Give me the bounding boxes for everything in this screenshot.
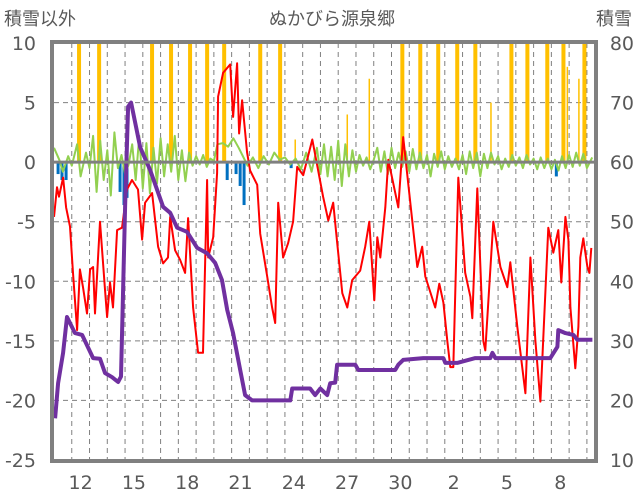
left-tick-label: 5 [24,93,36,115]
snowfall-bar [566,66,569,163]
bars [56,43,587,206]
snowfall-bar [578,78,580,163]
right-axis-title: 積雪 [596,9,632,30]
snowfall-bar [509,43,514,163]
x-tick-label: 27 [335,472,359,494]
right-tick-label: 40 [610,271,634,293]
snowfall-bar [77,43,82,163]
chart-title: ぬかびら源泉郷 [269,9,395,30]
snowfall-bar [278,43,283,163]
right-tick-label: 10 [610,450,634,472]
snowfall-bar [368,78,371,163]
x-tick-label: 30 [388,472,412,494]
right-tick-label: 70 [610,93,634,115]
snowfall-bar [205,43,210,163]
change-line [53,131,594,197]
snowfall-bar [418,43,423,163]
snowfall-bar [222,43,227,163]
snowfall-bar [150,43,155,163]
negative-bar [118,162,122,192]
right-tick-label: 60 [610,152,634,174]
left-axis-title: 積雪以外 [4,9,76,30]
negative-bar [234,162,238,175]
x-tick-label: 8 [554,472,566,494]
left-tick-label: 10 [12,33,36,55]
snowfall-bar [169,43,174,163]
snowfall-bar [525,43,530,163]
left-tick-label: -15 [5,331,36,353]
negative-bar [238,162,242,186]
negative-bar [242,162,246,206]
snowfall-bar [490,102,492,163]
snowfall-bar [436,43,441,163]
x-tick-label: 21 [228,472,252,494]
snowfall-bar [473,43,478,163]
negative-bar [554,162,558,177]
snowfall-bar [97,43,102,163]
x-tick-label: 15 [122,472,146,494]
snowfall-bar [582,43,587,163]
temperature-line [53,62,593,403]
negative-bar [56,162,60,175]
snowfall-bar [258,43,263,163]
left-tick-label: -5 [17,212,36,234]
x-tick-label: 5 [501,472,513,494]
snowfall-bar [561,43,566,163]
left-tick-label: -25 [5,450,36,472]
x-tick-label: 18 [175,472,199,494]
snowfall-bar [545,43,550,163]
negative-bar [225,162,229,181]
left-tick-label: 0 [24,152,36,174]
negative-bar [64,162,68,181]
right-tick-label: 80 [610,33,634,55]
right-tick-label: 30 [610,331,634,353]
right-tick-label: 20 [610,390,634,412]
x-tick-label: 12 [69,472,93,494]
right-tick-label: 50 [610,212,634,234]
x-tick-label: 24 [282,472,306,494]
plot-frame [50,40,598,463]
snowfall-bar [188,43,193,163]
snowfall-bar [294,139,296,163]
left-tick-label: -10 [5,271,36,293]
series-lines [53,62,594,419]
snowfall-bar [455,43,460,163]
snowfall-bar [400,43,405,163]
left-tick-label: -20 [5,390,36,412]
snowfall-bar [346,114,349,163]
snow_depth-line [53,100,593,419]
negative-bar [289,162,293,169]
x-tick-label: 2 [448,472,460,494]
